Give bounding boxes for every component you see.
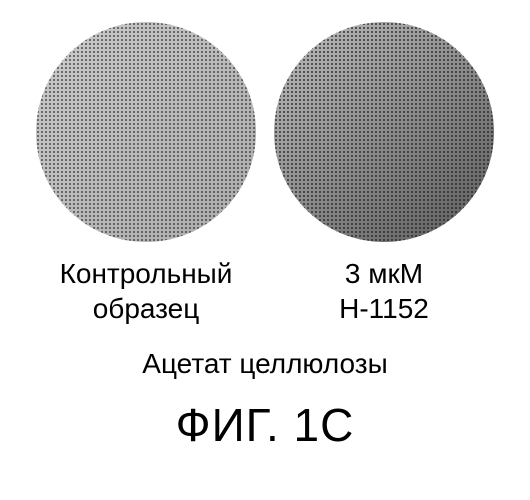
halftone-overlay [274,22,494,242]
labels-row: Контрольный образец 3 мкМ H-1152 [0,256,530,326]
caption-text: Ацетат целлюлозы [142,348,387,379]
label-text: H-1152 [274,291,494,326]
treated-sample-label: 3 мкМ H-1152 [274,256,494,326]
figure-number-label: ФИГ. 1C [0,398,530,452]
label-text: образец [36,291,256,326]
figure-panel: Контрольный образец 3 мкМ H-1152 Ацетат … [0,0,530,500]
label-text: Контрольный [36,256,256,291]
material-caption: Ацетат целлюлозы [0,348,530,380]
control-sample-label: Контрольный образец [36,256,256,326]
label-text: 3 мкМ [274,256,494,291]
control-sample-image [36,22,256,242]
treated-sample-image [274,22,494,242]
figure-number-text: ФИГ. 1C [176,399,355,451]
halftone-overlay [36,22,256,242]
samples-row [0,0,530,242]
